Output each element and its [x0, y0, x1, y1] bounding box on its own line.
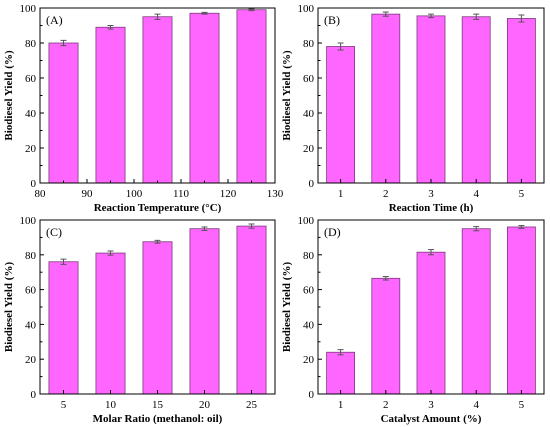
- a-x-tick-label: 80: [35, 188, 47, 200]
- d-y-tick-label: 100: [298, 215, 315, 227]
- panel-d: 0 20 40 60 80 100 1 2 3 4 5 Catalyst Amount (%) Biod…: [281, 215, 545, 425]
- c-y-tick-label: 0: [31, 389, 37, 401]
- b-x-tick-label: 1: [338, 188, 344, 200]
- panel-b: 0 20 40 60 80 100 1 2 3 4 5 Reaction Time (h) Biodie…: [281, 3, 545, 214]
- c-x-tick-label: 10: [105, 399, 117, 411]
- b-bar: [506, 18, 536, 184]
- d-x-tick-label: 2: [383, 399, 389, 411]
- d-x-axis-title: Catalyst Amount (%): [381, 413, 482, 425]
- b-bar: [416, 15, 446, 184]
- c-y-tick-label: 80: [25, 250, 37, 262]
- b-bar: [371, 13, 401, 184]
- c-bar: [142, 241, 173, 395]
- d-x-tick-label: 1: [338, 399, 344, 411]
- a-bar: [189, 12, 220, 184]
- a-bar: [48, 42, 79, 184]
- b-x-tick-label: 4: [473, 188, 479, 200]
- c-panel-label: (C): [46, 225, 62, 239]
- a-x-tick-label: 100: [126, 188, 143, 200]
- d-y-tick-label: 60: [303, 285, 315, 297]
- c-bar: [189, 228, 220, 395]
- d-panel-label: (D): [324, 225, 341, 239]
- a-y-axis-title: Biodiesel Yield (%): [3, 50, 15, 141]
- b-y-axis-title: Biodiesel Yield (%): [281, 50, 293, 141]
- d-bar: [416, 251, 446, 395]
- b-y-tick-label: 20: [303, 143, 315, 155]
- b-y-tick-label: 40: [303, 108, 315, 120]
- c-x-tick-label: 20: [199, 399, 211, 411]
- c-bar: [95, 252, 126, 395]
- c-y-tick-label: 20: [25, 354, 37, 366]
- b-y-tick-label: 0: [309, 178, 315, 190]
- d-y-axis-title: Biodiesel Yield (%): [281, 262, 293, 353]
- a-bar: [236, 9, 267, 184]
- c-bar: [48, 261, 79, 395]
- d-bar: [371, 277, 401, 395]
- b-y-tick-label: 100: [298, 3, 315, 15]
- b-bar: [326, 46, 356, 184]
- b-y-tick-label: 60: [303, 73, 315, 85]
- b-y-tick-label: 80: [303, 38, 315, 50]
- b-panel-label: (B): [324, 13, 340, 27]
- d-y-tick-label: 40: [303, 319, 315, 331]
- d-bar: [506, 226, 536, 395]
- c-y-axis-title: Biodiesel Yield (%): [3, 262, 15, 353]
- b-x-axis-title: Reaction Time (h): [389, 202, 474, 214]
- c-y-tick-label: 60: [25, 285, 37, 297]
- a-y-tick-label: 60: [25, 73, 37, 85]
- b-bar: [461, 16, 491, 184]
- a-x-axis-title: Reaction Temperature (°C): [94, 202, 222, 214]
- b-x-tick-label: 2: [383, 188, 389, 200]
- d-x-tick-label: 4: [473, 399, 479, 411]
- d-bar: [461, 228, 491, 395]
- c-y-tick-label: 100: [20, 215, 37, 227]
- d-y-tick-label: 80: [303, 250, 315, 262]
- a-y-tick-label: 0: [31, 178, 37, 190]
- a-x-tick-label: 120: [220, 188, 237, 200]
- a-panel-label: (A): [46, 13, 63, 27]
- panel-c: 0 20 40 60 80 100 5 10 15 20 25 Molar Ratio (methan…: [3, 215, 276, 425]
- d-x-tick-label: 5: [519, 399, 525, 411]
- c-x-tick-label: 15: [152, 399, 164, 411]
- a-y-tick-label: 80: [25, 38, 37, 50]
- b-x-tick-label: 5: [519, 188, 525, 200]
- d-y-tick-label: 0: [309, 389, 315, 401]
- a-x-tick-label: 130: [267, 188, 284, 200]
- d-y-tick-label: 20: [303, 354, 315, 366]
- a-x-tick-label: 90: [82, 188, 94, 200]
- a-x-tick-label: 110: [173, 188, 190, 200]
- c-y-tick-label: 40: [25, 319, 37, 331]
- a-y-tick-label: 20: [25, 143, 37, 155]
- d-bar: [326, 351, 356, 395]
- d-x-tick-label: 3: [428, 399, 434, 411]
- c-x-tick-label: 25: [246, 399, 258, 411]
- panel-a: 0 20 40 60 80 100 80 90 100 110 120 130 Reaction Tem…: [3, 3, 284, 214]
- c-x-axis-title: Molar Ratio (methanol: oil): [93, 413, 223, 425]
- c-x-tick-label: 5: [61, 399, 67, 411]
- a-y-tick-label: 100: [20, 3, 37, 15]
- b-x-tick-label: 3: [428, 188, 434, 200]
- c-bar: [236, 225, 267, 395]
- a-bar: [95, 26, 126, 184]
- a-bar: [142, 16, 173, 184]
- a-y-tick-label: 40: [25, 108, 37, 120]
